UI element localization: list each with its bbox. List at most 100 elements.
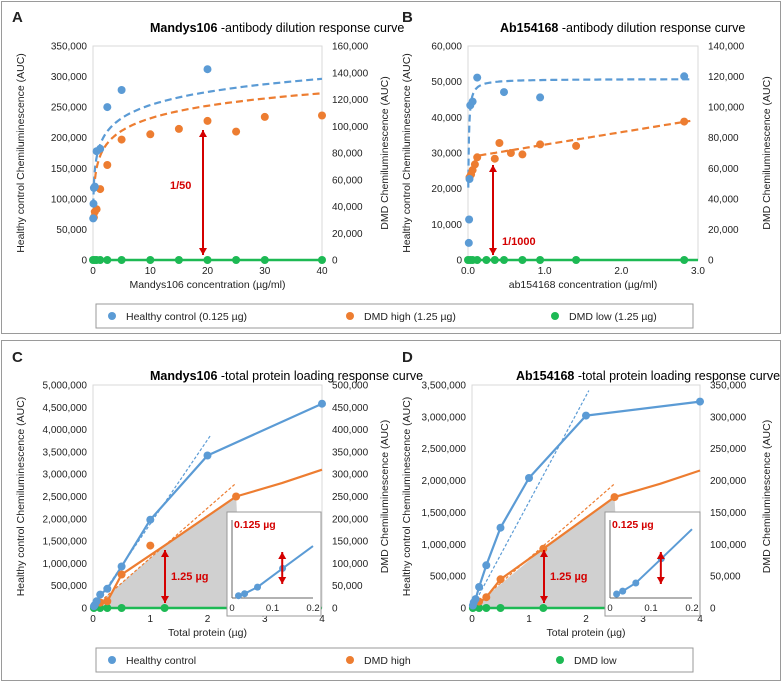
y2-tick-label: 400,000 <box>332 425 369 436</box>
title-bold: Mandys106 <box>150 21 217 35</box>
inset-annotation-arrow-head-bottom <box>656 577 665 584</box>
y2-tick-label: 80,000 <box>332 149 363 160</box>
point-healthy <box>473 73 482 82</box>
y2-tick-label: 350,000 <box>332 447 369 458</box>
y2-tick-label: 200,000 <box>710 476 747 487</box>
inset-point-healthy <box>613 590 621 598</box>
y-tick-label: 3,500,000 <box>422 381 467 392</box>
y-tick-label: 0 <box>456 256 462 267</box>
linear-extrapolation-dmd-high <box>471 483 615 609</box>
legend-marker <box>108 656 116 664</box>
y-axis-label: Healthy control Chemiluminescence (AUC) <box>401 397 413 597</box>
y-tick-label: 1,000,000 <box>43 559 88 570</box>
point-dmd-low <box>500 256 508 264</box>
y2-tick-label: 20,000 <box>708 225 739 236</box>
y-tick-label: 3,000,000 <box>422 412 467 423</box>
legend-marker <box>346 656 354 664</box>
y2-tick-label: 50,000 <box>710 572 741 583</box>
plot-area <box>467 45 699 261</box>
point-dmd-high <box>482 593 491 602</box>
panel-letter: B <box>402 9 413 26</box>
inset-box <box>604 511 701 617</box>
point-dmd-low <box>174 256 183 264</box>
point-dmd-high <box>680 117 689 126</box>
title-rest: -antibody dilution response curve <box>217 21 404 35</box>
panel-title: Mandys106 -antibody dilution response cu… <box>150 21 404 35</box>
annotation-label: 1/1000 <box>502 236 536 248</box>
y2-axis-label: DMD Chemiluminescence (AUC) <box>761 420 773 573</box>
y-tick-label: 40,000 <box>431 113 462 124</box>
point-dmd-low <box>260 256 269 264</box>
fit-dmd-high <box>93 92 323 179</box>
point-dmd-low <box>482 604 491 612</box>
x-tick-label: 20 <box>202 266 214 277</box>
x-tick-label: 3.0 <box>691 266 705 277</box>
point-healthy <box>475 583 484 591</box>
y-tick-label: 3,500,000 <box>43 447 88 458</box>
point-dmd-high <box>117 135 126 144</box>
panel-c: C Mandys106 -total protein loading respon… <box>12 349 423 639</box>
y2-tick-label: 20,000 <box>332 229 363 240</box>
inset-annotation-label: 0.125 µg <box>612 519 654 531</box>
y-tick-label: 150,000 <box>51 164 88 175</box>
point-healthy <box>103 103 112 112</box>
y-tick-label: 4,500,000 <box>43 403 88 414</box>
x-tick-label: 40 <box>316 266 328 277</box>
y-tick-label: 50,000 <box>56 225 87 236</box>
point-dmd-low <box>473 256 482 264</box>
annotation-arrow-head-top <box>540 550 548 557</box>
panel-letter: A <box>12 9 23 26</box>
annotation-arrow-head-top <box>199 130 207 137</box>
annotation-arrow-head-bottom <box>540 596 548 603</box>
point-healthy <box>96 590 105 599</box>
y2-tick-label: 140,000 <box>332 68 369 79</box>
annotation-label: 1.25 µg <box>171 571 209 583</box>
point-dmd-low <box>496 604 505 612</box>
linear-extrapolation-healthy <box>471 390 590 609</box>
point-dmd-high <box>117 570 126 579</box>
point-healthy <box>90 182 99 191</box>
point-dmd-high <box>232 127 241 136</box>
x-tick-label: 2.0 <box>614 266 628 277</box>
annotation-arrow-head-bottom <box>199 248 207 255</box>
point-dmd-high <box>536 140 545 149</box>
inset-x-tick-label: 0.2 <box>306 603 319 614</box>
annotation-arrow-head-top <box>161 550 169 557</box>
y-tick-label: 350,000 <box>51 42 88 53</box>
fit-healthy <box>467 78 691 188</box>
point-dmd-high <box>203 116 212 125</box>
y-tick-label: 30,000 <box>431 149 462 160</box>
legend-label: DMD high <box>364 655 411 667</box>
y-tick-label: 2,500,000 <box>422 444 467 455</box>
inset-point-healthy <box>632 579 640 587</box>
x-tick-label: 0.0 <box>461 266 475 277</box>
legend-label: Healthy control <box>126 655 196 667</box>
y2-tick-label: 0 <box>332 604 338 615</box>
point-healthy <box>89 199 98 208</box>
point-healthy <box>203 65 212 74</box>
annotation-label: 1.25 µg <box>550 571 588 583</box>
y2-tick-label: 300,000 <box>332 470 369 481</box>
point-dmd-low <box>103 256 112 264</box>
title-bold: Ab154168 <box>500 21 558 35</box>
point-dmd-high <box>318 111 326 120</box>
y2-tick-label: 40,000 <box>708 194 739 205</box>
y2-tick-label: 100,000 <box>710 540 747 551</box>
point-dmd-low <box>232 256 241 264</box>
annotation-arrow-head-bottom <box>161 596 169 603</box>
legend-marker <box>556 656 564 664</box>
x-tick-label: 0 <box>469 614 475 625</box>
point-dmd-high <box>146 541 155 550</box>
y2-tick-label: 150,000 <box>332 537 369 548</box>
x-tick-label: 3 <box>640 614 646 625</box>
inset-x-tick-label: 0 <box>229 603 234 614</box>
y2-tick-label: 450,000 <box>332 403 369 414</box>
x-tick-label: 2 <box>205 614 211 625</box>
point-healthy <box>89 214 98 223</box>
inset-point-healthy <box>235 592 242 600</box>
legend-top: Healthy control (0.125 µg) DMD high (1.25… <box>95 303 694 329</box>
y2-axis-label: DMD Chemiluminescence (AUC) <box>761 76 773 229</box>
y2-tick-label: 250,000 <box>332 492 369 503</box>
annotation-label: 1/50 <box>170 180 191 192</box>
point-healthy <box>468 97 477 106</box>
